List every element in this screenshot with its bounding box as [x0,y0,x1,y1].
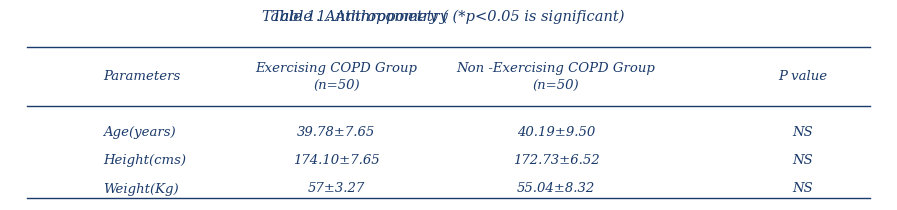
Text: P value: P value [779,70,827,83]
Text: 40.19±9.50: 40.19±9.50 [517,126,596,139]
Text: 55.04±8.32: 55.04±8.32 [517,182,596,196]
Text: Table 1. Anthropometry (: Table 1. Anthropometry ( [262,9,448,24]
Text: 39.78±7.65: 39.78±7.65 [297,126,376,139]
Text: Exercising COPD Group
(n=50): Exercising COPD Group (n=50) [256,62,417,92]
Text: Weight(Kg): Weight(Kg) [103,182,179,196]
Text: 57±3.27: 57±3.27 [308,182,365,196]
Text: NS: NS [792,126,814,139]
Text: 172.73±6.52: 172.73±6.52 [513,154,599,167]
Text: NS: NS [792,154,814,167]
Text: Table 1. Anthropometry (*p<0.05 is significant): Table 1. Anthropometry (*p<0.05 is signi… [273,9,624,24]
Text: Height(cms): Height(cms) [103,154,187,167]
Text: Parameters: Parameters [103,70,180,83]
Text: Age(years): Age(years) [103,126,176,139]
Text: NS: NS [792,182,814,196]
Text: 174.10±7.65: 174.10±7.65 [293,154,379,167]
Text: Non -Exercising COPD Group
(n=50): Non -Exercising COPD Group (n=50) [457,62,656,92]
